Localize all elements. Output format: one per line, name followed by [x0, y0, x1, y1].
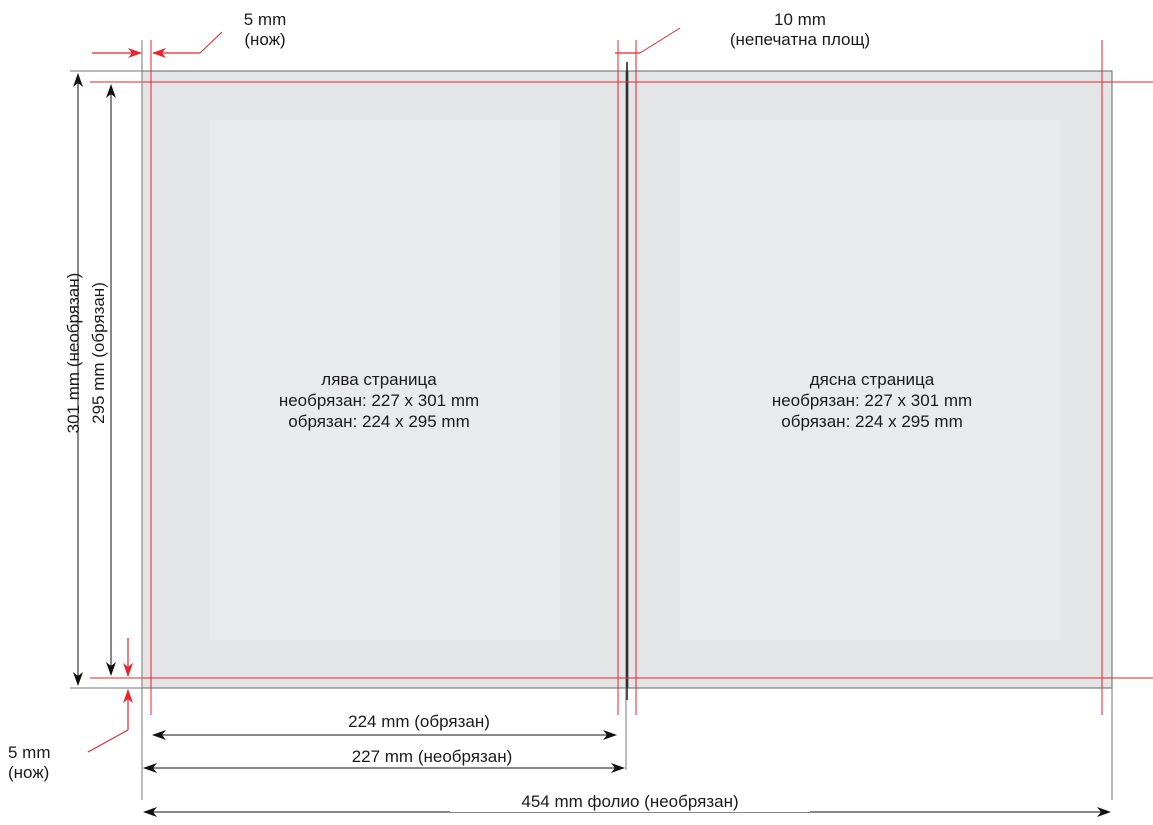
- gutter-top-value: 10 mm: [774, 10, 826, 29]
- left-page-untrimmed: необрязан: 227 x 301 mm: [278, 391, 480, 410]
- right-page-inner: [680, 120, 1060, 640]
- gutter-leader: [639, 27, 681, 54]
- gutter-top-label: 10 mm (непечатна площ): [700, 10, 900, 50]
- bleed-bottom-value: 5 mm: [8, 743, 51, 762]
- bleed-bottom-label: 5 mm (нож): [8, 743, 51, 783]
- width-total-label: 454 mm фолио (необрязан): [450, 792, 810, 812]
- right-page-frame: [627, 70, 1113, 689]
- bleed-top-label: 5 mm (нож): [235, 10, 295, 50]
- right-page-trimmed: обрязан: 224 x 295 mm: [781, 412, 963, 431]
- bleed-top-leader: [199, 31, 223, 54]
- left-page-trimmed: обрязан: 224 x 295 mm: [288, 412, 470, 431]
- left-page-inner: [210, 120, 560, 640]
- bleed-bottom-note: (нож): [8, 763, 50, 782]
- gutter-top-note: (непечатна площ): [729, 30, 871, 49]
- left-page-label: лява страница необрязан: 227 x 301 mm об…: [199, 369, 559, 432]
- bleed-top-note: (нож): [244, 30, 286, 49]
- right-page-title: дясна страница: [809, 370, 935, 389]
- width-untrimmed-label: 227 mm (необрязан): [297, 747, 567, 767]
- right-page-untrimmed: необрязан: 227 x 301 mm: [771, 391, 973, 410]
- width-trimmed-label: 224 mm (обрязан): [284, 712, 554, 732]
- right-page-label: дясна страница необрязан: 227 x 301 mm о…: [692, 369, 1052, 432]
- height-trimmed-label: 295 mm (обрязан): [89, 282, 108, 424]
- height-untrimmed-label: 301 mm (необрязан): [64, 272, 83, 434]
- left-page-title: лява страница: [321, 370, 437, 389]
- bleed-top-value: 5 mm: [243, 10, 287, 29]
- bleed-bottom-leader: [87, 729, 129, 753]
